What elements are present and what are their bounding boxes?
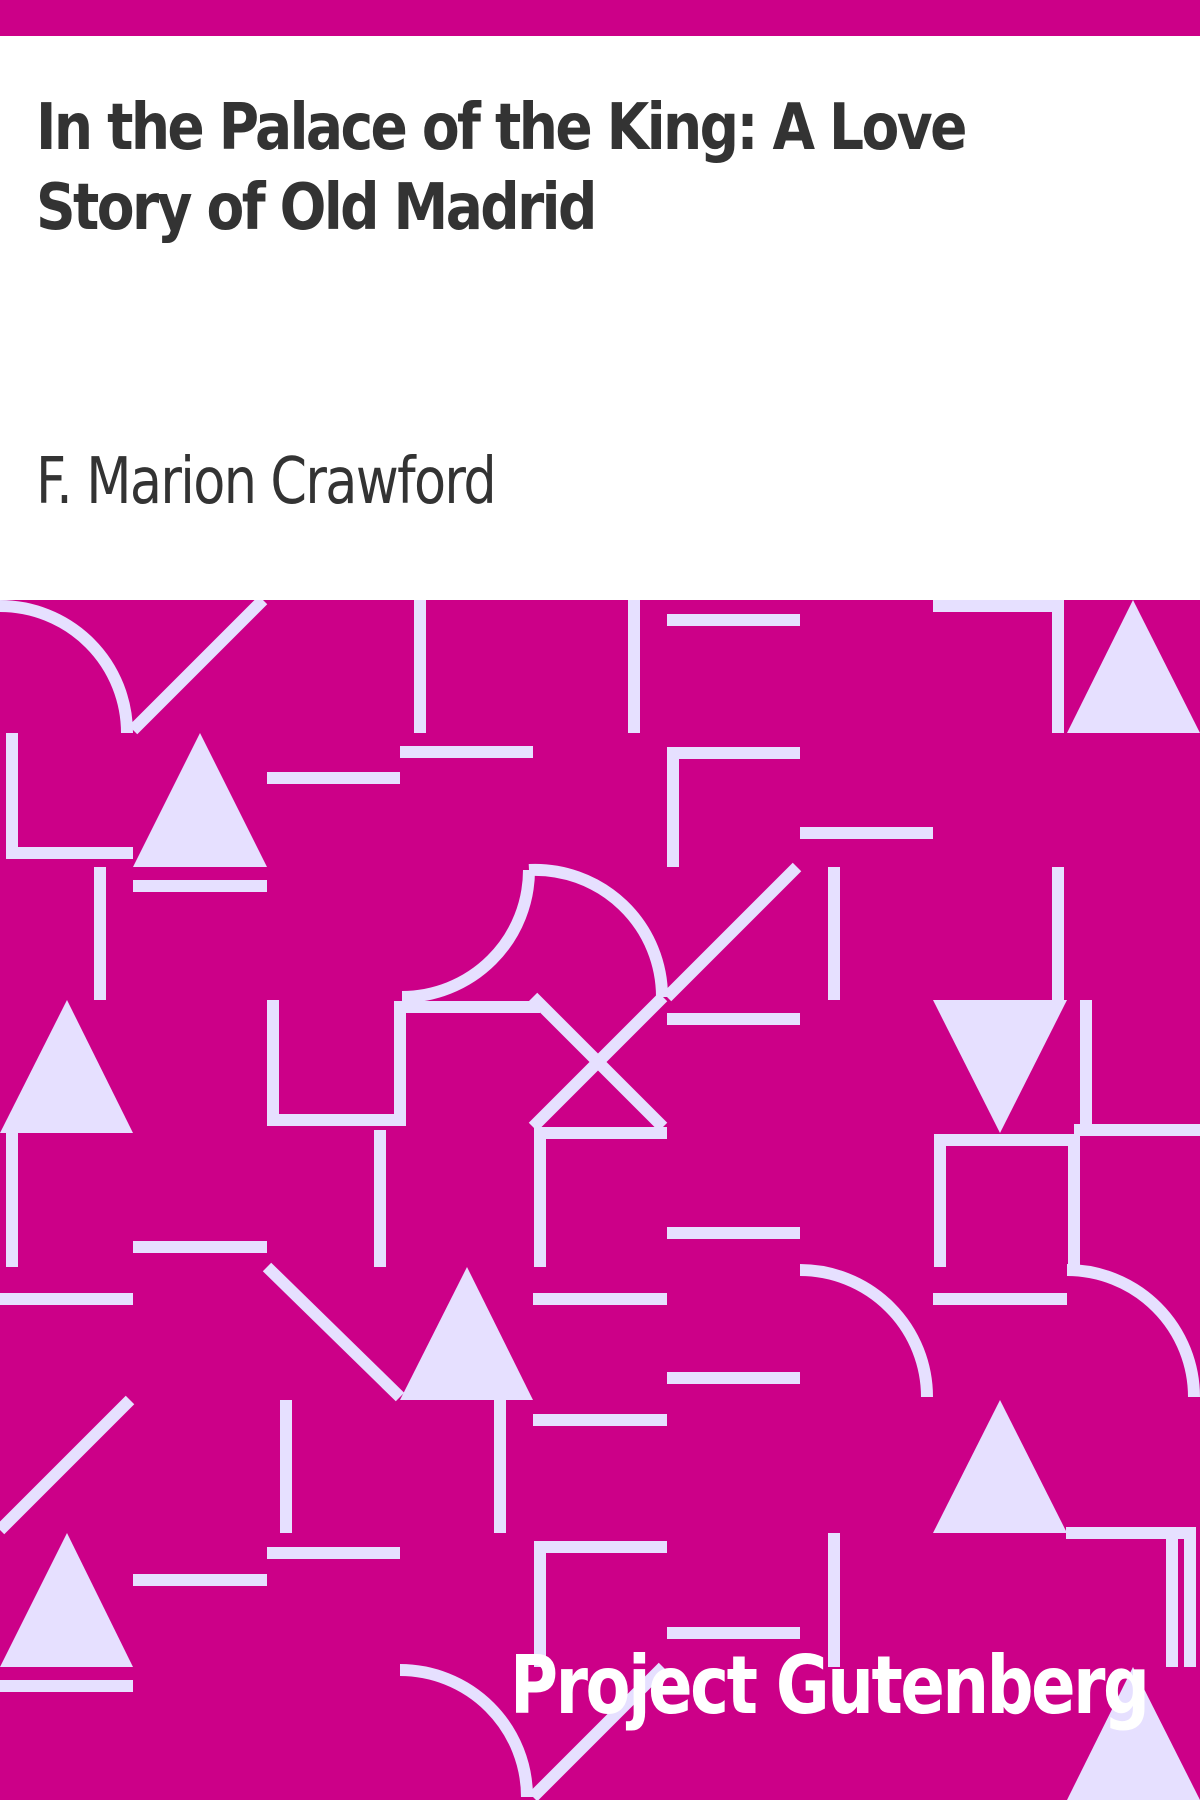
pattern-triangle — [1067, 600, 1200, 733]
pattern-diagonal — [528, 1662, 668, 1800]
pattern-lines — [0, 600, 1200, 1800]
pattern-diagonal — [662, 862, 802, 1002]
pattern-corner — [534, 1127, 667, 1267]
pattern-corner — [1066, 1527, 1196, 1667]
top-accent-bar — [0, 0, 1200, 36]
pattern-diagonal — [0, 1395, 135, 1535]
pattern-corner — [6, 733, 133, 859]
pattern-arc — [528, 863, 669, 998]
pattern-triangle — [133, 733, 267, 867]
pattern-arc — [401, 869, 535, 1003]
pattern-corner — [267, 1000, 540, 1126]
book-author: F. Marion Crawford — [36, 445, 497, 519]
pattern-arc — [0, 600, 133, 734]
pattern-corner — [934, 1134, 1080, 1267]
pattern-corner — [933, 600, 1064, 733]
pattern-arc — [399, 1664, 533, 1798]
pattern-arc — [799, 1264, 933, 1398]
pattern-diagonal — [528, 992, 668, 1132]
pattern-corner — [667, 747, 800, 867]
pattern-diagonal — [128, 600, 268, 735]
pattern-corner — [534, 1541, 667, 1667]
pattern-triangle — [933, 1400, 1067, 1533]
project-gutenberg-logo: Project Gutenberg — [510, 1639, 1150, 1732]
book-title: In the Palace of the King: A Love Story … — [36, 91, 967, 245]
pattern-triangles — [0, 600, 1200, 1800]
pattern-triangle — [400, 1267, 533, 1400]
pattern-triangle — [933, 1000, 1067, 1133]
pattern-triangle — [0, 1533, 133, 1667]
pattern-arc — [1066, 1264, 1200, 1398]
pattern-triangle — [0, 1000, 133, 1133]
pattern-diagonal — [262, 1262, 405, 1402]
pattern-triangle — [1067, 1667, 1200, 1800]
cover-pattern — [0, 600, 1200, 1800]
